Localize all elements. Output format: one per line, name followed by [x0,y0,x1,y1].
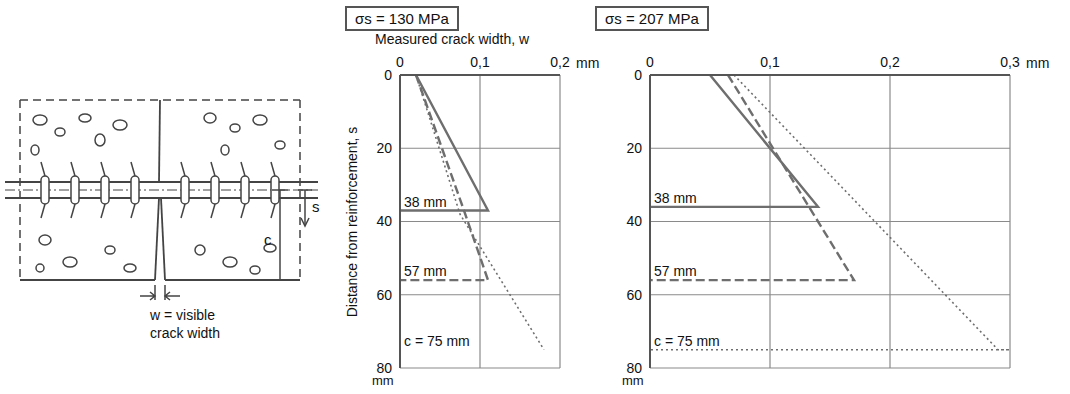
svg-text:80: 80 [376,360,392,376]
svg-text:0: 0 [634,67,642,83]
html-text:mm: mm [622,373,644,388]
svg-text:0,1: 0,1 [470,54,490,70]
svg-text:60: 60 [626,287,642,303]
svg-text:57 mm: 57 mm [654,263,697,279]
svg-text:c: c [264,231,272,248]
svg-text:57 mm: 57 mm [404,263,447,279]
svg-text:0,2: 0,2 [880,54,900,70]
html-text:mm: mm [1026,55,1050,71]
svg-text:40: 40 [626,213,642,229]
svg-text:c = 75 mm: c = 75 mm [404,333,470,349]
html-text:mm: mm [372,373,394,388]
svg-text:0,1: 0,1 [760,54,780,70]
svg-text:0: 0 [384,67,392,83]
html-text:w = visible crack width: w = visible crack width [150,307,220,341]
svg-text:c = 75 mm: c = 75 mm [654,333,720,349]
svg-text:0,2: 0,2 [550,54,570,70]
svg-text:0,3: 0,3 [1000,54,1020,70]
svg-text:20: 20 [376,140,392,156]
svg-text:80: 80 [626,360,642,376]
html-text:Measured crack width, w: Measured crack width, w [375,31,530,47]
svg-text:0: 0 [396,54,404,70]
svg-text:38 mm: 38 mm [654,190,697,206]
svg-text:0: 0 [646,54,654,70]
html-text:Distance from reinforcement, s: Distance from reinforcement, s [344,126,360,317]
html-text:σs = 207 MPa: σs = 207 MPa [605,10,699,27]
svg-text:40: 40 [376,213,392,229]
svg-text:60: 60 [376,287,392,303]
html-text:mm: mm [576,55,600,71]
html-text:σs = 130 MPa: σs = 130 MPa [355,10,449,27]
svg-text:s: s [312,198,320,215]
svg-text:38 mm: 38 mm [404,194,447,210]
svg-text:20: 20 [626,140,642,156]
